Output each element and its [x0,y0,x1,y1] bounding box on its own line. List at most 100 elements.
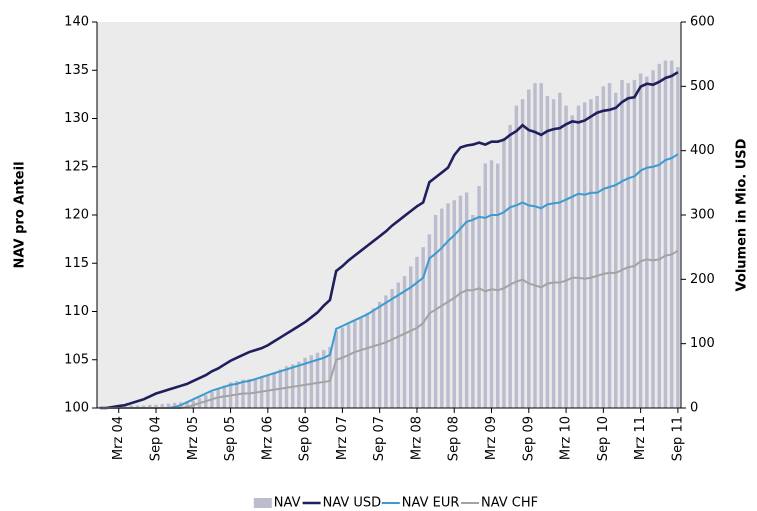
bar [371,308,376,408]
legend-label: NAV USD [323,496,382,511]
bar [520,99,525,408]
bar [495,163,500,408]
x-tick-label: Sep 05 [223,416,238,461]
bar [148,404,152,408]
x-tick-label: Mrz 10 [559,416,574,460]
x-tick-label: Sep 04 [149,416,164,461]
legend-label: NAV [274,496,301,511]
x-tick-label: Mrz 05 [186,416,201,460]
y-tick-label: 120 [64,208,89,223]
bar [334,330,338,408]
bar [135,405,140,408]
x-tick-label: Sep 11 [670,416,685,461]
y-tick-label: 125 [64,159,89,174]
bar [620,79,624,409]
bar [390,288,394,408]
bar [614,92,618,409]
x-tick-label: Mrz 04 [111,416,126,460]
bar [384,295,388,408]
bar [440,208,444,408]
y-tick-label: 100 [64,401,89,416]
x-tick-label: Mrz 06 [260,416,275,460]
y-axis-title: NAV pro Anteil [13,161,28,268]
bar [483,163,488,408]
x-tick-label: Mrz 08 [409,416,424,460]
x-tick-label: Mrz 07 [335,416,350,460]
bar [154,404,158,408]
bar [645,76,649,408]
bar [539,83,543,408]
x-tick-label: Mrz 11 [633,416,648,460]
bar [464,192,469,408]
bar [415,256,419,408]
y2-tick-label: 300 [690,208,715,223]
bar [396,282,401,408]
bar [340,327,345,408]
bar [315,352,320,408]
legend-label: NAV CHF [481,496,538,511]
bar [638,73,643,408]
x-tick-label: Sep 06 [298,416,313,461]
y2-tick-label: 200 [690,272,715,287]
bar [365,312,369,408]
plot-background [97,22,681,408]
bar [377,301,382,408]
bar [166,403,171,408]
bar [98,406,102,408]
bar [402,276,407,408]
x-tick-label: Mrz 09 [484,416,499,460]
y2-tick-label: 500 [690,79,715,94]
line-series [100,249,679,409]
legend-label: NAV EUR [402,496,460,511]
bar [322,350,326,408]
bar [545,95,550,408]
bar [421,247,425,408]
y2-axis-title: Volumen in Mio. USD [735,138,750,291]
bar [359,317,363,408]
bar [458,195,463,408]
y-tick-label: 140 [64,15,89,30]
bar [446,203,450,408]
bar [595,95,599,408]
y2-tick-label: 600 [690,15,715,30]
bar [489,160,494,408]
bar [533,83,537,408]
bar [471,215,475,408]
bar [172,402,177,408]
bar [309,355,314,408]
bar [141,405,146,408]
bar [527,89,531,409]
x-tick-label: Sep 10 [596,416,611,461]
bar [266,375,270,408]
x-tick-label: Sep 09 [521,416,536,461]
bar [570,115,575,409]
bar [508,124,512,408]
bar [564,105,568,408]
bar [427,234,432,408]
bar [514,105,519,408]
bar [129,405,133,408]
y-tick-label: 110 [64,304,89,319]
y-tick-label: 135 [64,63,89,78]
bar [582,102,587,409]
bar [502,137,506,409]
bar [607,83,612,408]
legend-swatch [253,498,272,508]
x-tick-label: Sep 07 [372,416,387,461]
bar [409,266,413,408]
y-tick-label: 105 [64,352,89,367]
bar [477,186,481,408]
bar [185,401,189,408]
bar [589,99,593,408]
bar [651,70,655,408]
bar [676,67,680,409]
y-tick-label: 115 [64,256,89,271]
bar [551,99,556,408]
bar [353,321,357,408]
line-series [100,71,679,410]
bar [346,324,351,408]
bar [452,200,456,408]
bar [433,215,438,408]
x-tick-label: Sep 08 [447,416,462,461]
